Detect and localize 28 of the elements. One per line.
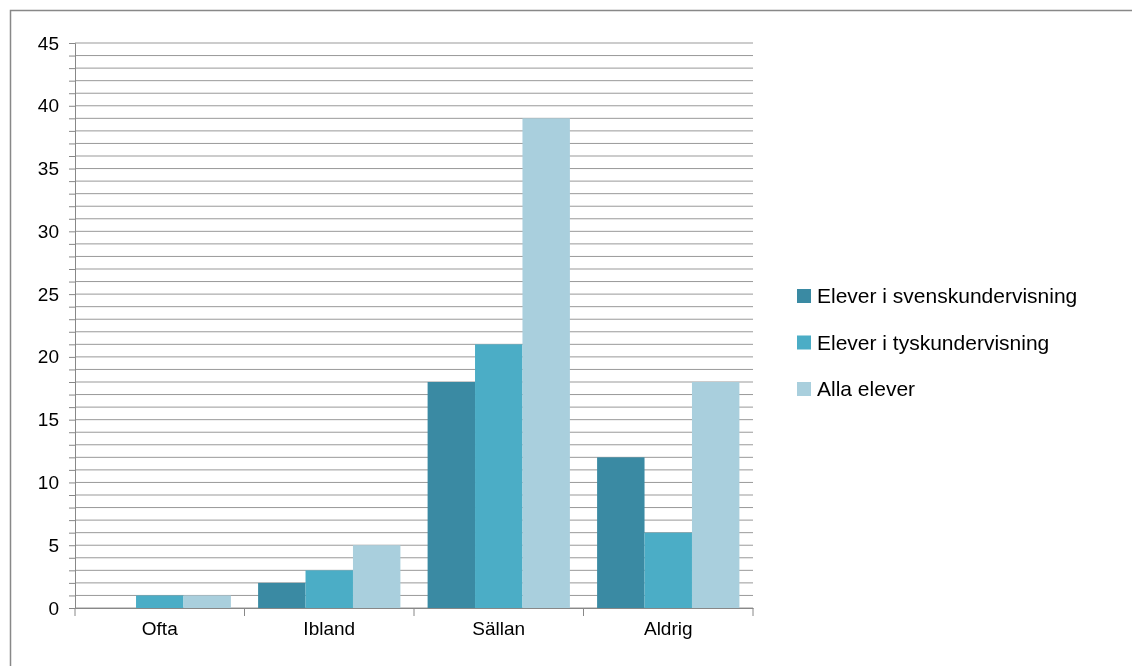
y-tick-label: 20 [37,346,59,368]
x-tick-label: Aldrig [643,618,693,640]
legend-label: Elever i tyskundervisning [817,330,1050,354]
y-tick-label: 5 [48,534,59,556]
y-tick-label: 25 [37,283,59,305]
y-tick-label: 0 [48,597,59,619]
bar [136,595,184,608]
x-tick-label: Ibland [303,618,356,640]
bar [183,595,231,608]
bar [427,382,476,608]
bar [352,545,401,608]
legend-label: Alla elever [817,377,916,400]
bar [644,532,692,608]
bar [597,457,645,608]
y-tick-label: 30 [37,220,59,242]
bar [475,344,523,608]
y-tick-label: 45 [37,32,59,54]
y-tick-label: 35 [37,158,59,180]
legend-label: Elever i svenskundervisning [817,284,1078,307]
y-tick-label: 10 [37,472,59,494]
x-tick-label: Ofta [141,618,179,640]
y-tick-label: 15 [37,409,59,431]
bar [258,582,306,608]
bar [522,118,570,608]
x-tick-label: Sällan [472,618,526,640]
bar [691,382,740,608]
y-tick-label: 40 [37,95,59,117]
bar [305,570,353,608]
